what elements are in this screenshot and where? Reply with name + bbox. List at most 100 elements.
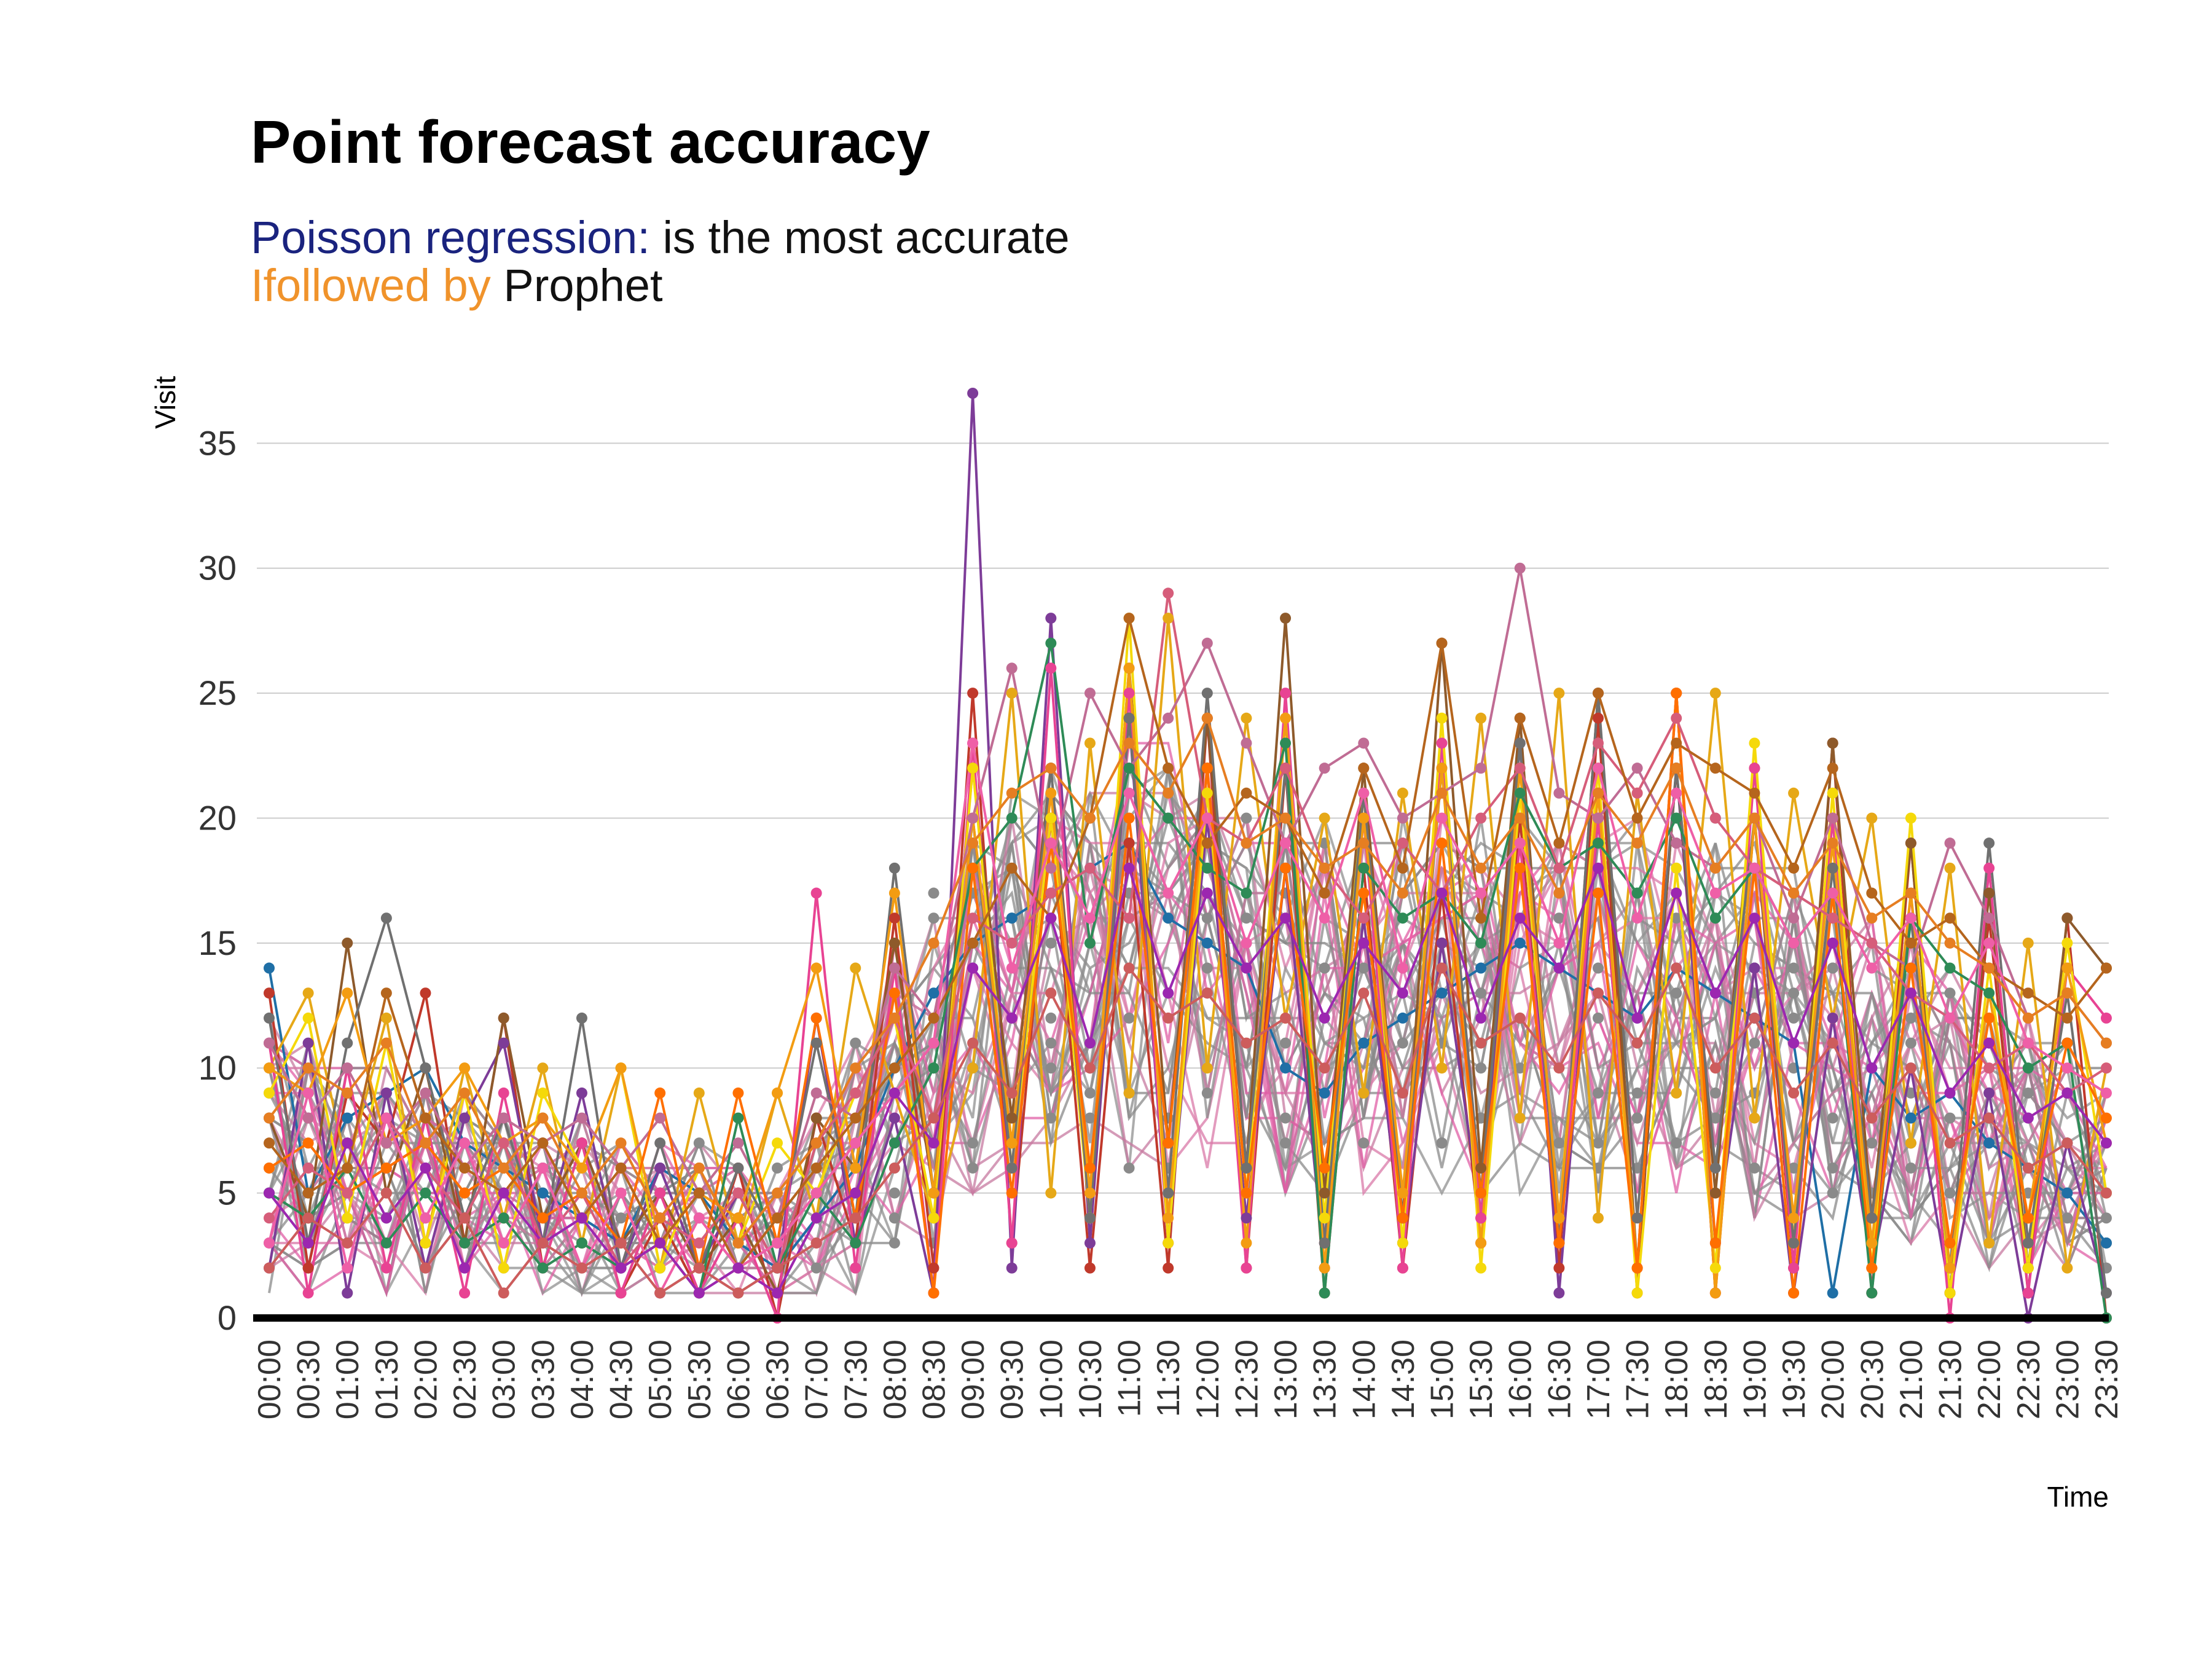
series-point (1983, 1112, 1995, 1124)
series-point (615, 1062, 627, 1074)
series-point (1709, 1062, 1721, 1074)
series-point (772, 1187, 783, 1199)
series-point (850, 962, 861, 974)
x-tick-label: 12:30 (1229, 1339, 1265, 1419)
series-point (1006, 962, 1018, 974)
series-point (1553, 1287, 1565, 1299)
series-point (1631, 1212, 1643, 1224)
series-point (302, 1087, 314, 1099)
series-point (302, 1137, 314, 1149)
series-point (1553, 937, 1565, 949)
series-point (810, 1012, 822, 1024)
band-point (1045, 1012, 1057, 1024)
series-point (928, 1262, 939, 1274)
series-point (1163, 787, 1174, 799)
series-point (380, 1162, 392, 1174)
series-point (1749, 812, 1760, 824)
series-point (1944, 912, 1956, 924)
series-point (1709, 987, 1721, 999)
series-point (576, 1137, 587, 1149)
series-point (1475, 712, 1487, 724)
series-point (654, 1262, 666, 1274)
series-point (264, 1137, 275, 1149)
series-point (1514, 787, 1526, 799)
series-point (850, 1112, 861, 1124)
series-point (1827, 737, 1838, 749)
series-point (1553, 688, 1565, 699)
series-point (1397, 1262, 1408, 1274)
series-point (1983, 1087, 1995, 1099)
series-point (1084, 1062, 1096, 1074)
series-point (1436, 737, 1448, 749)
series-point (2061, 987, 2073, 999)
series-point (1123, 912, 1135, 924)
x-tick-label: 04:00 (565, 1339, 600, 1419)
series-point (1436, 712, 1448, 724)
series-point (1983, 862, 1995, 874)
series-point (1084, 688, 1096, 699)
series-point (1944, 1287, 1956, 1299)
y-tick-label: 0 (218, 1298, 237, 1337)
series-point (732, 1187, 744, 1199)
series-point (1475, 763, 1487, 774)
series-point (1280, 862, 1292, 874)
series-point (380, 912, 392, 924)
series-lines (268, 393, 2108, 1319)
series-point (1827, 787, 1838, 799)
series-point (693, 1262, 705, 1274)
series-point (1671, 1087, 1682, 1099)
series-point (498, 1212, 509, 1224)
series-point (342, 1087, 353, 1099)
series-point (2061, 1137, 2073, 1149)
series-point (2101, 1287, 2112, 1299)
band-point (1592, 962, 1604, 974)
series-point (1397, 862, 1408, 874)
series-point (810, 1187, 822, 1199)
series-point (888, 912, 900, 924)
band-point (1358, 962, 1370, 974)
series-point (498, 1012, 509, 1024)
x-tick-label: 15:30 (1464, 1339, 1499, 1419)
series-point (1709, 1262, 1721, 1274)
x-tick-label: 18:00 (1659, 1339, 1695, 1419)
series-point (1397, 1012, 1408, 1024)
series-point (498, 1037, 509, 1049)
series-point (1280, 613, 1292, 624)
series-point (967, 1062, 979, 1074)
series-point (2022, 1062, 2034, 1074)
series-point (1280, 763, 1292, 774)
band-point (1045, 1112, 1057, 1124)
series-point (1358, 912, 1370, 924)
series-point (498, 1112, 509, 1124)
series-point (498, 1087, 509, 1099)
series-point (1358, 737, 1370, 749)
series-point (693, 1212, 705, 1224)
series-point (1201, 937, 1213, 949)
y-axis-label: Visit (149, 376, 181, 429)
series-point (1319, 763, 1330, 774)
x-tick-label: 05:30 (682, 1339, 718, 1419)
x-tick-label: 11:00 (1112, 1339, 1148, 1417)
x-tick-label: 20:30 (1854, 1339, 1890, 1419)
series-point (1983, 1062, 1995, 1074)
band-point (1241, 812, 1252, 824)
series-point (1631, 1287, 1643, 1299)
y-tick-label: 10 (198, 1048, 237, 1087)
series-point (1671, 787, 1682, 799)
series-point (537, 1187, 549, 1199)
series-point (1475, 887, 1487, 899)
series-point (1514, 562, 1526, 574)
series-point (1163, 1137, 1174, 1149)
series-point (1905, 1112, 1916, 1124)
series-point (1671, 837, 1682, 849)
series-point (2061, 1262, 2073, 1274)
series-point (1045, 837, 1057, 849)
series-point (1866, 887, 1878, 899)
series-point (380, 1212, 392, 1224)
subtitle-highlight-followed: Ifollowed by (251, 260, 491, 311)
band-point (1201, 1087, 1213, 1099)
series-point (2101, 1187, 2112, 1199)
series-point (2022, 1212, 2034, 1224)
series-point (928, 1037, 939, 1049)
series-point (1006, 1087, 1018, 1099)
